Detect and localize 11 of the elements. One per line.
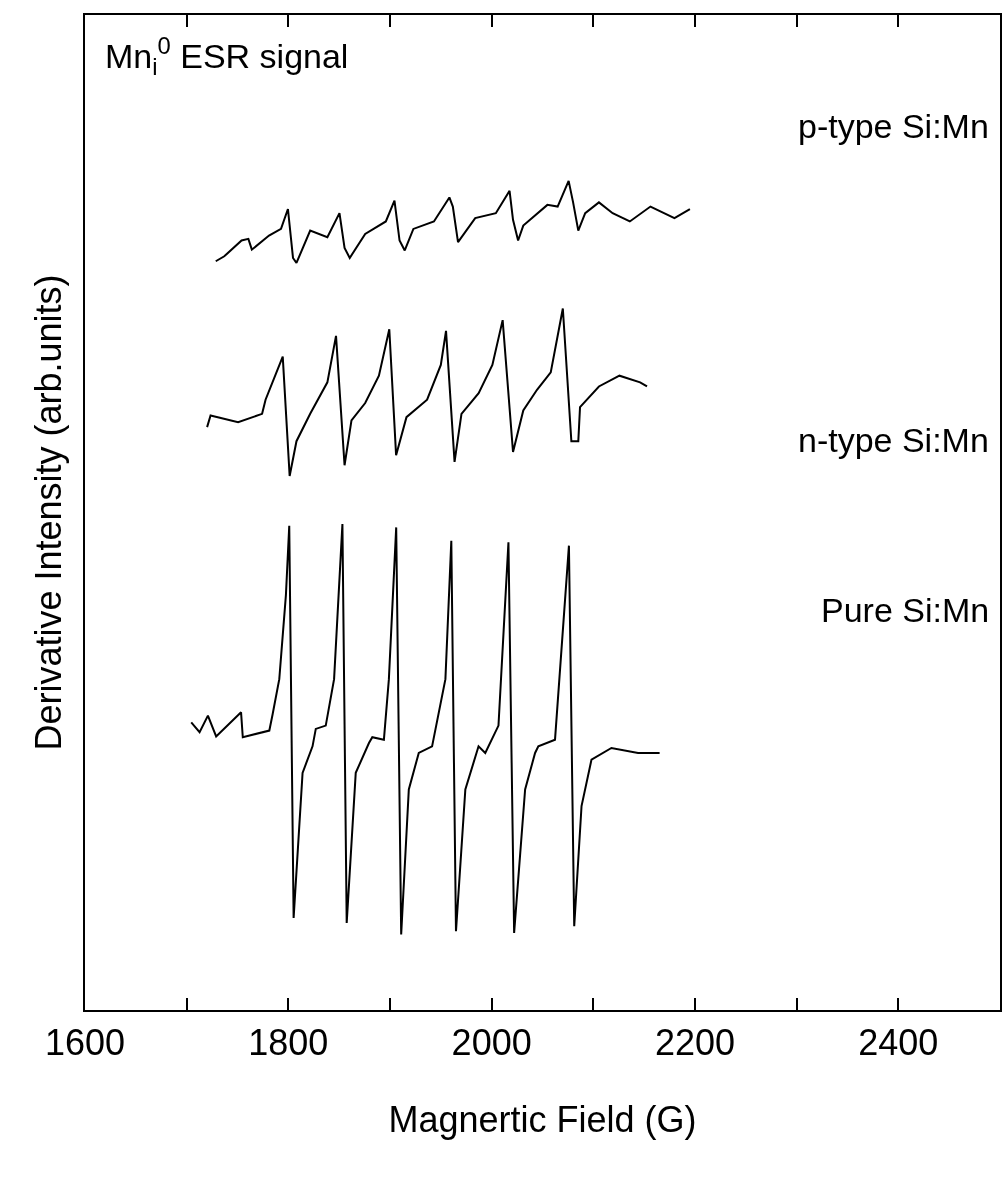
text: p-type Si:Mn: [798, 107, 989, 145]
text: Mn$_{i}$$^{0}$ ESR signal: [105, 32, 349, 81]
x-axis-title: Magnertic Field (G): [388, 1099, 697, 1141]
x-tick-label: 2400: [858, 1022, 939, 1064]
y-axis-title: Derivative Intensity (arb.units): [28, 274, 70, 751]
text: n-type Si:Mn: [798, 421, 989, 459]
x-tick-label: 1600: [44, 1022, 126, 1064]
x-tick-label: 2000: [451, 1022, 532, 1064]
x-tick-label: 2200: [654, 1022, 736, 1064]
x-tick-label: 1800: [248, 1022, 329, 1064]
text: Pure Si:Mn: [821, 591, 990, 629]
